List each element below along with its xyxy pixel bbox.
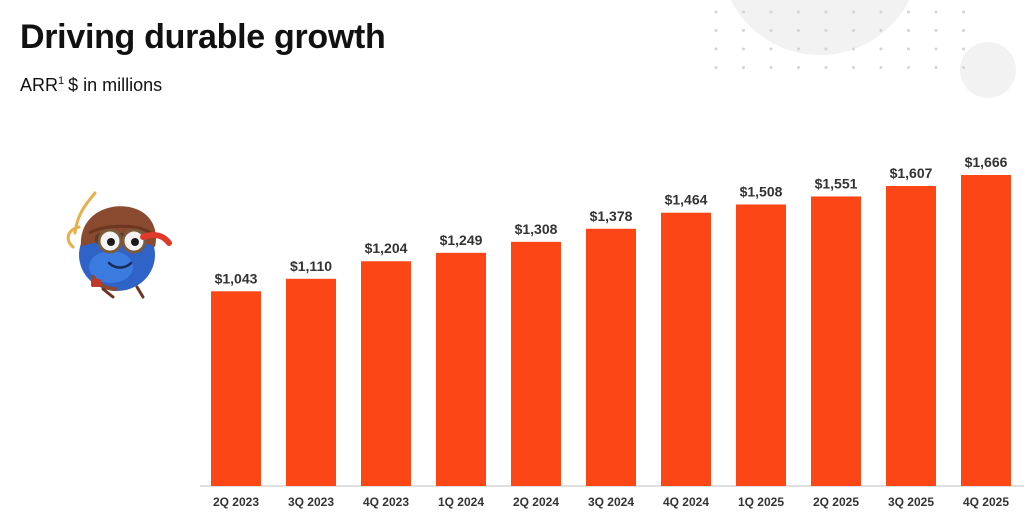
decorative-dot xyxy=(769,10,773,14)
decorative-dot xyxy=(824,66,828,69)
bar xyxy=(886,186,936,487)
decorative-dot xyxy=(742,66,745,69)
bar-value-label: $1,666 xyxy=(965,154,1008,170)
decorative-dot xyxy=(797,47,800,51)
decorative-dot xyxy=(907,29,910,32)
decorative-dot xyxy=(962,66,965,69)
decorative-arc-circle xyxy=(730,0,910,55)
decorative-dot xyxy=(934,66,938,69)
decorative-dot xyxy=(769,29,773,32)
bar-value-label: $1,110 xyxy=(290,258,332,274)
decorative-dot xyxy=(824,47,828,51)
bar xyxy=(811,196,861,486)
data-labels: $1,043 $1,110 $1,204 $1,249 $1,308 $1,378 $1,4… xyxy=(215,154,1008,286)
decorative-dot xyxy=(714,10,718,14)
decorative-dot xyxy=(879,29,883,32)
bar-value-label: $1,308 xyxy=(515,221,558,237)
decorative-dot xyxy=(824,29,828,32)
decorative-dot xyxy=(852,47,855,51)
decorative-dot xyxy=(797,29,800,32)
subtitle-footnote-marker: 1 xyxy=(58,75,65,87)
x-tick-label: 2Q 2024 xyxy=(513,495,559,509)
bar-value-label: $1,249 xyxy=(440,232,483,248)
aviator-mascot-icon xyxy=(66,191,172,299)
decorative-dot xyxy=(962,10,965,14)
decorative-dot xyxy=(907,47,910,51)
x-tick-label: 3Q 2024 xyxy=(588,495,634,509)
decorative-dot xyxy=(879,47,883,51)
bar-value-label: $1,043 xyxy=(215,270,258,286)
subtitle-arr: ARR xyxy=(20,75,59,95)
decorative-dot xyxy=(852,29,855,32)
bar xyxy=(361,261,411,486)
decorative-dot xyxy=(907,10,910,14)
x-tick-label: 1Q 2025 xyxy=(738,495,784,509)
x-tick-label: 3Q 2025 xyxy=(888,495,934,509)
decorative-dot xyxy=(879,66,883,69)
decorative-dot xyxy=(934,10,938,14)
bar xyxy=(511,241,561,486)
decorative-dot xyxy=(962,47,965,51)
decorative-dot xyxy=(714,66,718,69)
bar-series xyxy=(211,175,1011,487)
decorative-dot xyxy=(907,66,910,69)
x-tick-label: 4Q 2024 xyxy=(663,495,709,509)
decorative-dot xyxy=(962,29,965,32)
x-tick-label: 2Q 2023 xyxy=(213,495,259,509)
bar xyxy=(586,228,636,486)
bar-value-label: $1,508 xyxy=(740,183,783,199)
decorative-dot xyxy=(714,47,718,51)
decorative-dot-grid xyxy=(714,10,965,69)
x-tick-label: 4Q 2025 xyxy=(963,495,1009,509)
bar xyxy=(286,278,336,486)
decorative-dot xyxy=(742,10,745,14)
x-tick-label: 1Q 2024 xyxy=(438,495,484,509)
bar xyxy=(436,252,486,486)
decorative-dot xyxy=(852,66,855,69)
bar xyxy=(961,175,1011,486)
decorative-dot xyxy=(852,10,855,14)
page-subtitle: ARR1 $ in millions xyxy=(20,75,162,96)
x-tick-label: 4Q 2023 xyxy=(363,495,409,509)
decorative-dot xyxy=(879,10,883,14)
decorative-dot xyxy=(797,10,800,14)
decorative-dot xyxy=(824,10,828,14)
bar xyxy=(211,291,261,486)
decorative-dot xyxy=(797,66,800,69)
page-title: Driving durable growth xyxy=(20,18,386,56)
bar-value-label: $1,464 xyxy=(665,192,708,208)
x-tick-label: 2Q 2025 xyxy=(813,495,859,509)
decorative-dot xyxy=(934,47,938,51)
x-tick-label: 3Q 2023 xyxy=(288,495,334,509)
decorative-dot xyxy=(769,66,773,69)
decorative-dot xyxy=(742,47,745,51)
bar xyxy=(661,212,711,486)
decorative-dot xyxy=(934,29,938,32)
decorative-dot xyxy=(769,47,773,51)
subtitle-units: $ in millions xyxy=(68,75,163,95)
decorative-dot xyxy=(742,29,745,32)
decorative-dot xyxy=(714,29,718,32)
bar-value-label: $1,607 xyxy=(890,165,933,181)
bar-value-label: $1,204 xyxy=(365,240,408,256)
bar xyxy=(736,204,786,486)
x-axis-tick-labels: 2Q 2023 3Q 2023 4Q 2023 1Q 2024 2Q 2024 3Q 20… xyxy=(213,495,1009,509)
bar-value-label: $1,551 xyxy=(815,175,858,191)
decorative-small-circle xyxy=(960,42,1016,98)
bar-value-label: $1,378 xyxy=(590,208,633,224)
